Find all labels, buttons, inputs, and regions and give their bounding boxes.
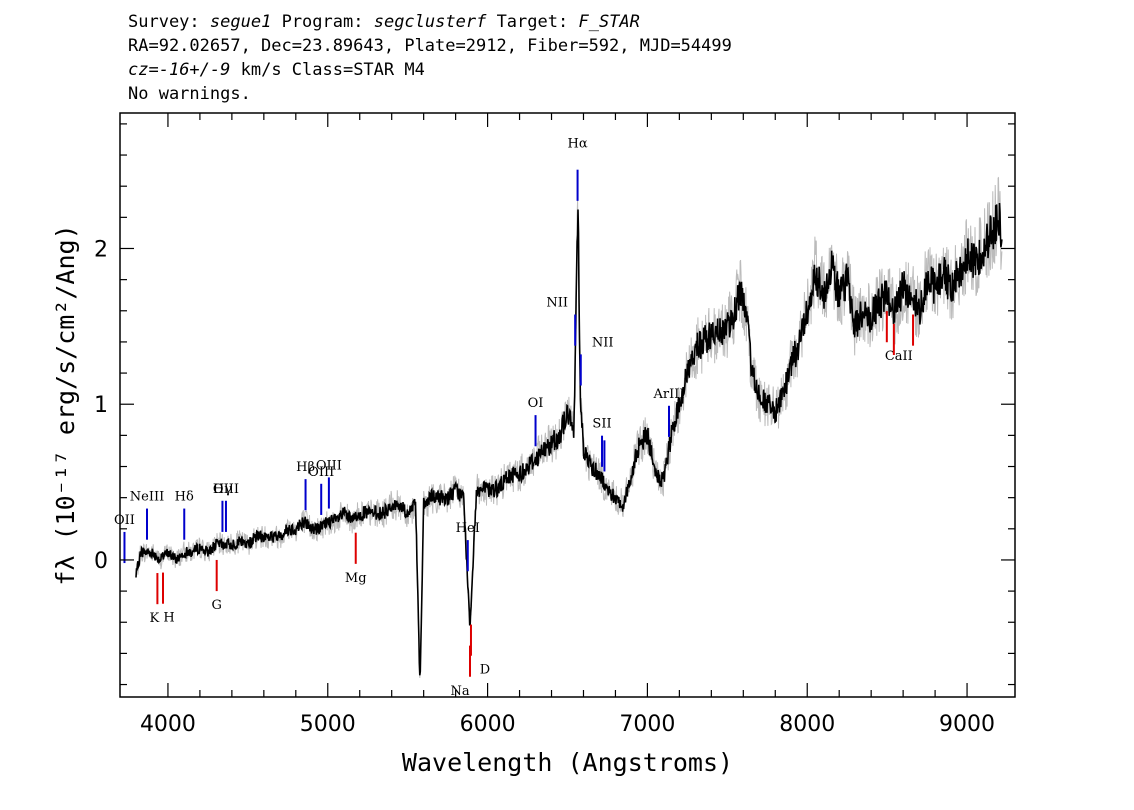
target-value: F_STAR — [578, 12, 640, 32]
axes: 4000 5000 6000 7000 8000 9000 0 1 2 — [94, 112, 1016, 737]
plot-frame — [119, 112, 1016, 698]
line-label-6: OIII — [308, 465, 334, 480]
line-label-12: NII — [592, 335, 614, 350]
header-line-warnings: No warnings. — [128, 84, 251, 104]
x-axis-title: Wavelength (Angstroms) — [402, 748, 733, 777]
cz-prefix: cz= — [128, 60, 159, 80]
error-spectrum — [135, 176, 1003, 678]
program-label: Program: — [281, 12, 364, 32]
spectrum-header: Survey: segue1 Program: segclusterf Targ… — [128, 10, 732, 106]
flux-spectrum — [135, 202, 1003, 676]
error-band — [135, 176, 1003, 678]
line-label-18: G — [211, 598, 221, 613]
flux-series — [135, 202, 1003, 676]
line-label-2: Hδ — [175, 490, 194, 505]
line-label-15: ArIII — [652, 387, 684, 402]
y-tick-label: 2 — [94, 237, 108, 262]
x-tick-label: 6000 — [460, 712, 516, 737]
line-label-0: OII — [114, 513, 135, 528]
line-label-13: SII — [592, 417, 611, 432]
line-label-19: Mg — [345, 571, 367, 586]
program-value: segclusterf — [373, 12, 487, 32]
x-tick-label: 8000 — [779, 712, 835, 737]
line-label-7: OIII — [316, 458, 342, 473]
line-label-8: HeI — [456, 521, 480, 536]
line-label-9: OI — [528, 396, 544, 411]
line-label-17: H — [163, 611, 174, 626]
x-tick-label: 5000 — [300, 712, 356, 737]
line-label-1: NeIII — [130, 490, 164, 505]
cz-suffix: km/s Class=STAR M4 — [230, 60, 425, 80]
line-label-11: Hα — [568, 137, 588, 152]
y-axis-title: fλ (10⁻¹⁷ erg/s/cm²/Ang) — [51, 224, 80, 585]
y-tick-label: 1 — [94, 393, 108, 418]
header-line-survey: Survey: segue1 Program: segclusterf Targ… — [128, 10, 732, 34]
x-tick-label: 9000 — [939, 712, 995, 737]
line-label-16: K — [150, 611, 160, 626]
cz-value: -16+/-9 — [158, 60, 231, 80]
survey-value: segue1 — [209, 12, 272, 32]
x-tick-label: 4000 — [140, 712, 196, 737]
line-label-3: Hγ — [213, 482, 232, 497]
line-label-4: OIII — [213, 482, 239, 497]
header-line-redshift: cz=-16+/-9 km/s Class=STAR M4 — [128, 58, 732, 82]
header-line-coordinates: RA=92.02657, Dec=23.89643, Plate=2912, F… — [128, 36, 732, 56]
survey-label: Survey: — [128, 12, 200, 32]
line-label-22: CaII — [885, 349, 913, 364]
line-label-10: NII — [546, 296, 568, 311]
target-label: Target: — [496, 12, 569, 32]
line-label-5: Hβ — [296, 460, 315, 475]
x-tick-label: 7000 — [619, 712, 675, 737]
y-tick-label: 0 — [94, 549, 108, 574]
line-label-21: D — [480, 663, 490, 678]
